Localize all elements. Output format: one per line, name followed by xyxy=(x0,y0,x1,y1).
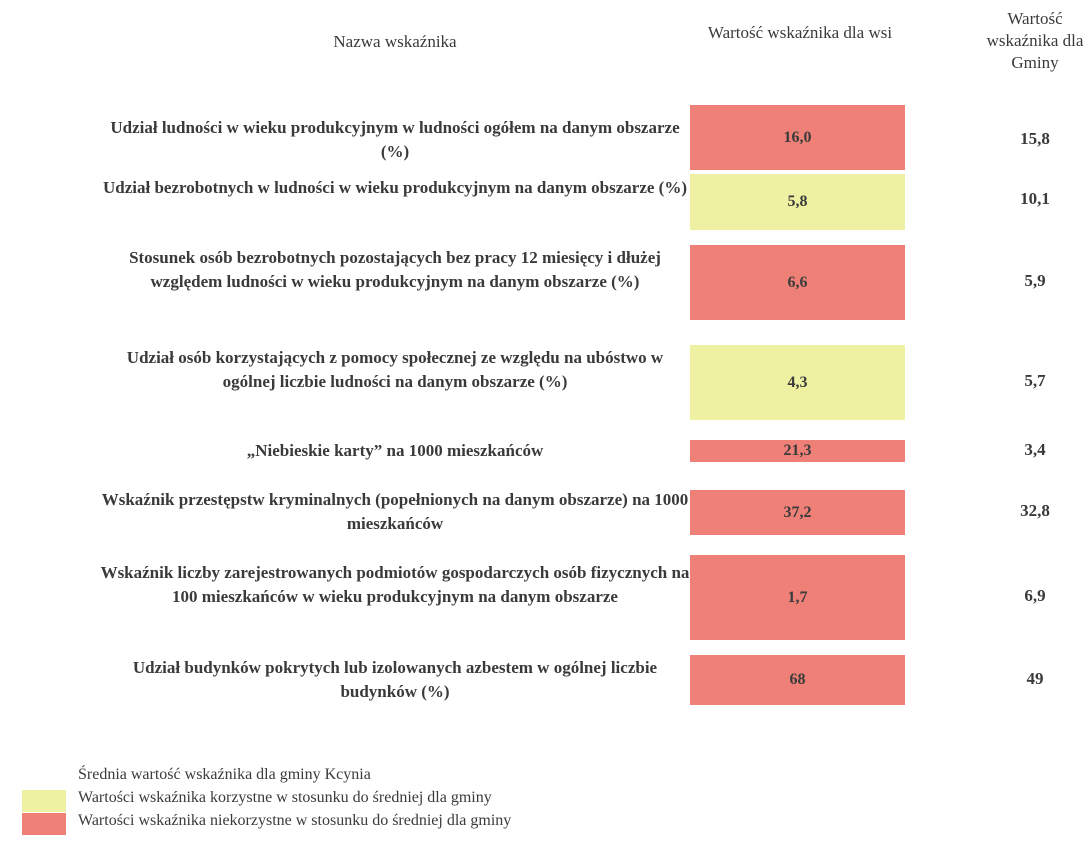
legend-swatch xyxy=(22,767,66,789)
indicator-name: Udział budynków pokrytych lub izolowanyc… xyxy=(132,658,658,701)
value-gmina: 5,9 xyxy=(1024,271,1046,290)
value-wsi: 68 xyxy=(690,655,905,705)
value-wsi: 21,3 xyxy=(690,440,905,462)
header-gmina: Wartość wskaźnika dla Gminy xyxy=(986,9,1084,72)
value-gmina: 6,9 xyxy=(1024,586,1046,605)
value-gmina: 49 xyxy=(1026,669,1044,688)
value-wsi: 5,8 xyxy=(690,174,905,230)
value-gmina: 10,1 xyxy=(1020,189,1050,208)
legend-label: Wartości wskaźnika niekorzystne w stosun… xyxy=(78,812,512,829)
value-gmina: 15,8 xyxy=(1020,129,1050,148)
indicator-name: „Niebieskie karty” na 1000 mieszkańców xyxy=(246,441,544,460)
value-gmina: 32,8 xyxy=(1020,501,1050,520)
value-gmina: 5,7 xyxy=(1024,371,1046,390)
header-name: Nazwa wskaźnika xyxy=(333,32,457,51)
header-wsi: Wartość wskaźnika dla wsi xyxy=(707,23,893,42)
indicator-name: Stosunek osób bezrobotnych pozostających… xyxy=(129,248,661,291)
indicator-name: Udział ludności w wieku produkcyjnym w l… xyxy=(110,118,680,161)
value-wsi: 37,2 xyxy=(690,490,905,535)
value-wsi: 1,7 xyxy=(690,555,905,640)
indicator-name: Wskaźnik liczby zarejestrowanych podmiot… xyxy=(100,563,690,606)
indicator-name: Udział osób korzystających z pomocy społ… xyxy=(126,348,664,391)
value-wsi: 4,3 xyxy=(690,345,905,420)
value-wsi: 16,0 xyxy=(690,105,905,170)
value-wsi: 6,6 xyxy=(690,245,905,320)
legend-label: Średnia wartość wskaźnika dla gminy Kcyn… xyxy=(78,766,371,783)
legend-swatch xyxy=(22,813,66,835)
value-gmina: 3,4 xyxy=(1024,440,1046,459)
indicator-name: Udział bezrobotnych w ludności w wieku p… xyxy=(102,178,688,197)
legend-swatch xyxy=(22,790,66,812)
legend-label: Wartości wskaźnika korzystne w stosunku … xyxy=(78,789,492,806)
indicator-name: Wskaźnik przestępstw kryminalnych (popeł… xyxy=(101,490,689,533)
